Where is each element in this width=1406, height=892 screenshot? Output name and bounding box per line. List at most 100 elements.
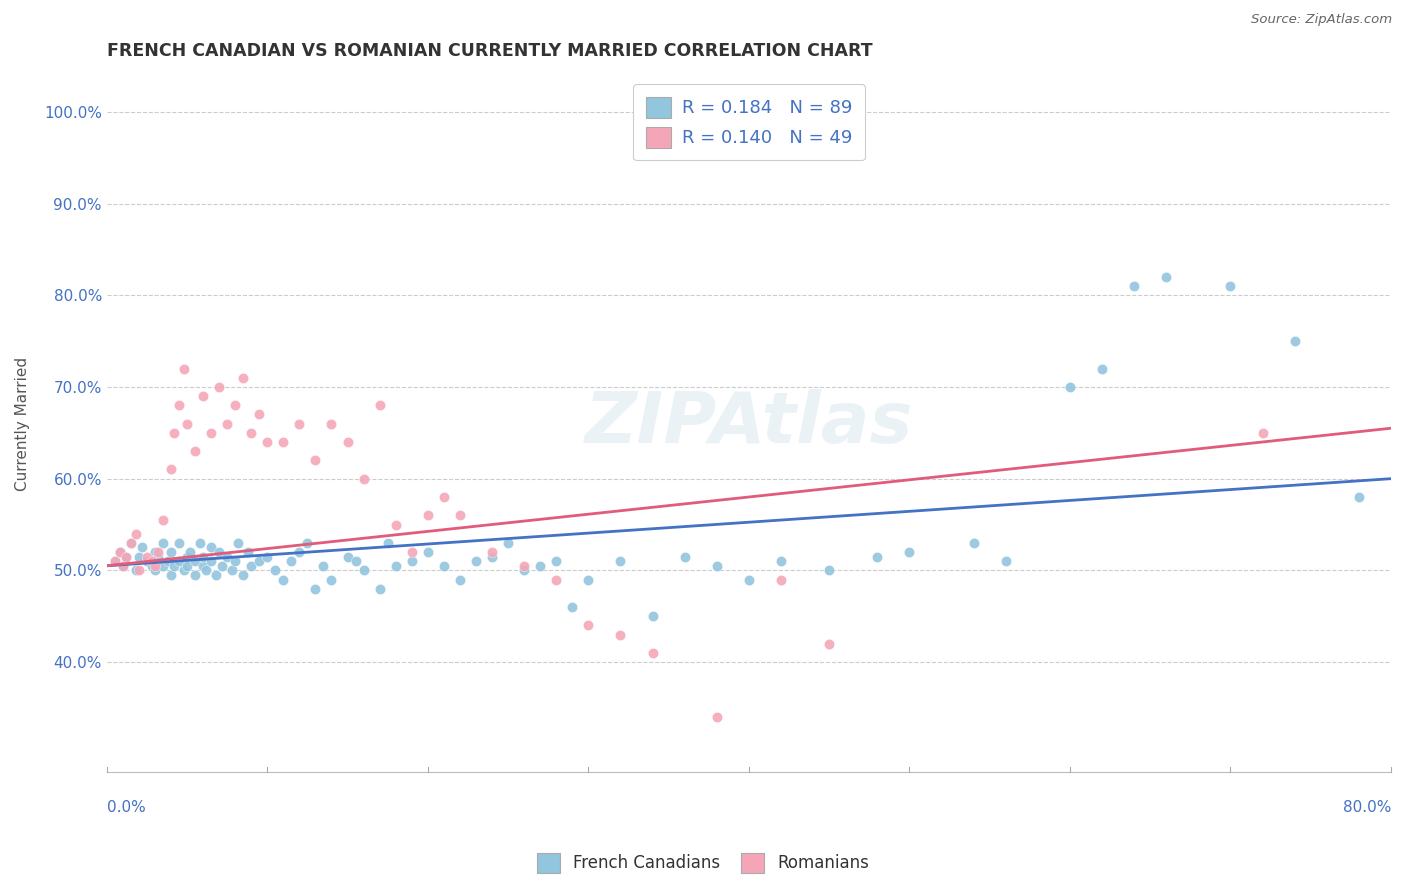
Point [1251,425,1274,440]
Point [769,573,792,587]
Point [706,710,728,724]
Point [108,545,131,559]
Point [321,417,343,431]
Point [247,554,270,568]
Point [120,536,142,550]
Point [191,558,214,573]
Point [738,573,761,587]
Point [529,558,551,573]
Point [449,573,471,587]
Point [433,558,456,573]
Point [104,554,127,568]
Text: ZIPAtlas: ZIPAtlas [585,389,912,458]
Point [353,472,375,486]
Point [576,618,599,632]
Point [124,563,146,577]
Point [641,609,664,624]
Point [273,573,295,587]
Point [1347,490,1369,504]
Point [143,558,166,573]
Point [173,361,195,376]
Point [513,563,536,577]
Text: Source: ZipAtlas.com: Source: ZipAtlas.com [1251,13,1392,27]
Point [465,554,488,568]
Point [236,545,259,559]
Point [866,549,889,564]
Point [496,536,519,550]
Point [152,536,174,550]
Point [135,554,157,568]
Point [124,526,146,541]
Point [160,568,183,582]
Point [384,558,406,573]
Text: 0.0%: 0.0% [107,800,145,815]
Point [344,554,367,568]
Point [228,536,250,550]
Point [115,549,138,564]
Point [115,549,138,564]
Point [240,425,263,440]
Point [143,563,166,577]
Point [108,545,131,559]
Point [288,417,311,431]
Point [135,549,157,564]
Point [256,549,278,564]
Point [195,563,218,577]
Point [280,554,302,568]
Point [706,558,728,573]
Point [224,398,246,412]
Point [304,582,326,596]
Point [167,536,190,550]
Point [191,549,214,564]
Point [1219,279,1241,293]
Point [481,549,503,564]
Point [312,558,335,573]
Legend: French Canadians, Romanians: French Canadians, Romanians [530,847,876,880]
Point [184,444,207,458]
Point [353,563,375,577]
Point [232,568,254,582]
Point [208,545,231,559]
Point [205,568,228,582]
Point [641,646,664,660]
Legend: R = 0.184   N = 89, R = 0.140   N = 49: R = 0.184 N = 89, R = 0.140 N = 49 [633,84,865,161]
Point [321,573,343,587]
Point [141,554,163,568]
Point [561,600,583,615]
Text: FRENCH CANADIAN VS ROMANIAN CURRENTLY MARRIED CORRELATION CHART: FRENCH CANADIAN VS ROMANIAN CURRENTLY MA… [107,42,872,60]
Point [416,545,439,559]
Point [184,568,207,582]
Point [188,536,211,550]
Point [111,558,134,573]
Point [217,549,239,564]
Point [176,417,198,431]
Point [401,545,423,559]
Point [163,425,186,440]
Point [176,558,198,573]
Point [184,554,207,568]
Point [111,558,134,573]
Point [401,554,423,568]
Point [336,434,359,449]
Point [146,549,169,564]
Point [1123,279,1146,293]
Point [200,554,222,568]
Point [994,554,1017,568]
Point [513,558,536,573]
Point [221,563,243,577]
Point [247,408,270,422]
Point [481,545,503,559]
Point [120,536,142,550]
Point [609,627,631,641]
Point [818,637,841,651]
Point [179,545,201,559]
Point [818,563,841,577]
Point [191,389,214,403]
Point [288,545,311,559]
Point [384,517,406,532]
Point [163,558,186,573]
Point [152,513,174,527]
Point [143,545,166,559]
Point [200,425,222,440]
Point [1284,334,1306,348]
